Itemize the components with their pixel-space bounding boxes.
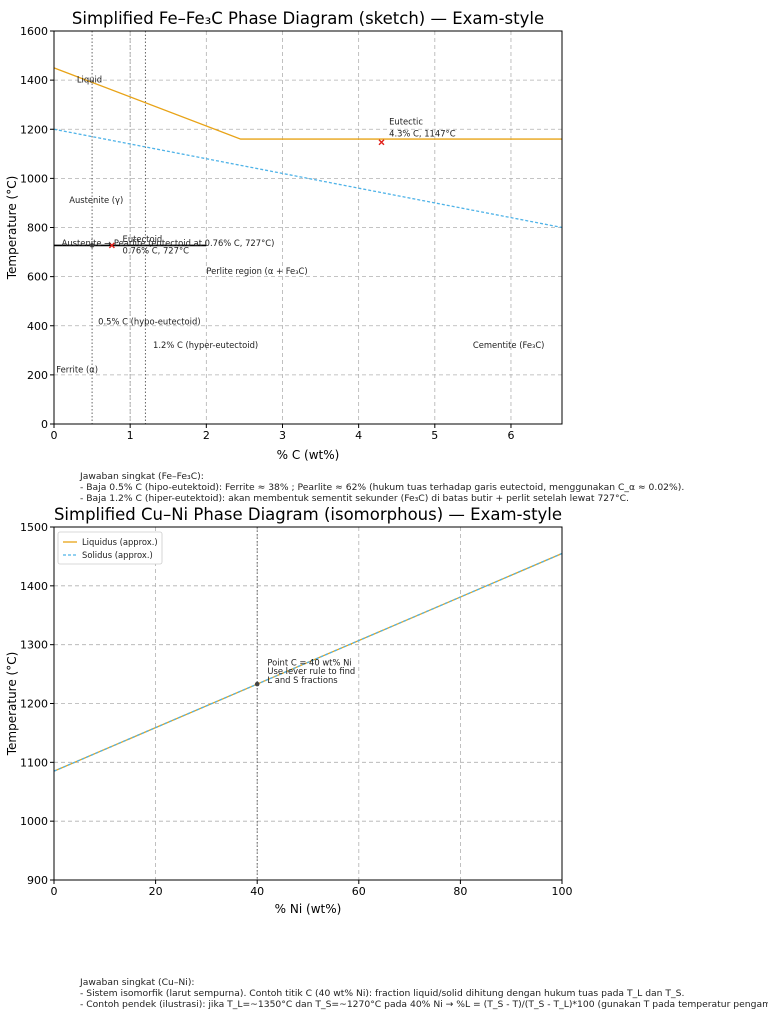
chart1-annotation: Eutectoid	[123, 234, 163, 244]
chart1-x-tick-label: 5	[431, 429, 438, 442]
chart1-annotation: Ferrite (α)	[56, 364, 98, 374]
chart1-series-liquidus	[53, 67, 562, 140]
chart1-annotation: Austenite → Pearlite (eutectoid at 0.76%…	[62, 238, 275, 248]
chart1-y-tick-label: 1200	[20, 123, 48, 136]
chart1-x-tick-label: 4	[355, 429, 362, 442]
chart2-y-tick-label: 1400	[20, 580, 48, 593]
chart2-y-axis-label: Temperature (°C)	[5, 652, 19, 757]
chart1-annotation: Perlite region (α + Fe₃C)	[206, 266, 307, 276]
chart2-y-tick-label: 1000	[20, 815, 48, 828]
chart2-y-tick-label: 1300	[20, 639, 48, 652]
chart1-y-tick-label: 200	[27, 369, 48, 382]
chart1-y-tick-label: 1400	[20, 74, 48, 87]
fe-answer-notes: Jawaban singkat (Fe–Fe₃C): - Baja 0.5% C…	[80, 471, 684, 504]
chart1-x-tick-label: 0	[51, 429, 58, 442]
chart2-legend-box	[57, 531, 163, 565]
chart2-x-tick-label: 80	[453, 885, 467, 898]
chart2-legend-label: Liquidus (approx.)	[82, 537, 158, 547]
cu-answer-notes: Jawaban singkat (Cu–Ni): - Sistem isomor…	[80, 977, 768, 1010]
chart1-x-axis-label: % C (wt%)	[277, 448, 340, 462]
chart1-annotation: Cementite (Fe₃C)	[473, 340, 545, 350]
chart2-y-tick-label: 1200	[20, 698, 48, 711]
chart2-x-tick-label: 40	[250, 885, 264, 898]
chart2-annotation: L and S fractions	[267, 675, 337, 685]
chart1-y-tick-label: 400	[27, 320, 48, 333]
fe-note-line: Jawaban singkat (Fe–Fe₃C):	[80, 471, 204, 482]
chart2-marker-point	[254, 681, 260, 687]
chart1-x-tick-label: 3	[279, 429, 286, 442]
chart1-x-tick-label: 2	[203, 429, 210, 442]
chart1-series-solidus	[53, 128, 563, 229]
chart2-x-tick-label: 0	[51, 885, 58, 898]
chart1-annotation: Austenite (γ)	[69, 195, 123, 205]
chart1-annotation: 0.5% C (hypo-eutectoid)	[98, 317, 200, 327]
chart2-annotation: Use lever rule to find	[267, 666, 355, 676]
chart1-marker-point	[108, 242, 115, 249]
chart2-x-tick-label: 20	[149, 885, 163, 898]
chart1-annotation: 4.3% C, 1147°C	[389, 129, 456, 139]
chart1-y-axis-label: Temperature (°C)	[5, 176, 19, 281]
fe-note-line: - Baja 1.2% C (hiper-eutektoid): akan me…	[80, 493, 629, 504]
cu-note-line: - Contoh pendek (ilustrasi): jika T_L=~1…	[80, 999, 768, 1010]
chart2-series-solidus-approx	[53, 552, 563, 772]
chart1-annotation: 0.76% C, 727°C	[123, 245, 190, 255]
chart2-x-tick-label: 100	[552, 885, 573, 898]
fe-note-line: - Baja 0.5% C (hipo-eutektoid): Ferrite …	[80, 482, 685, 493]
cu-note-line: - Sistem isomorfik (larut sempurna). Con…	[80, 988, 685, 999]
chart1-annotation: Liquid	[77, 75, 102, 85]
chart1-y-tick-label: 0	[41, 418, 48, 431]
chart2-title: Simplified Cu–Ni Phase Diagram (isomorph…	[54, 505, 562, 524]
chart1-marker-point	[89, 243, 95, 248]
chart1-y-tick-label: 1000	[20, 172, 48, 185]
chart1-y-tick-label: 600	[27, 271, 48, 284]
chart1-marker-point	[378, 139, 385, 146]
chart1-x-tick-label: 1	[127, 429, 134, 442]
chart2-y-tick-label: 1500	[20, 521, 48, 534]
chart2-annotation: Point C = 40 wt% Ni	[267, 657, 351, 667]
chart1-annotation: Eutectic	[389, 116, 423, 126]
chart2-y-tick-label: 900	[27, 874, 48, 887]
chart1-title: Simplified Fe–Fe₃C Phase Diagram (sketch…	[72, 9, 544, 28]
chart2-legend-label: Solidus (approx.)	[82, 550, 153, 560]
chart2-y-tick-label: 1100	[20, 756, 48, 769]
chart1-y-tick-label: 1600	[20, 25, 48, 38]
chart1-annotation: 1.2% C (hyper-eutectoid)	[153, 340, 258, 350]
chart1-y-tick-label: 800	[27, 222, 48, 235]
chart1-x-tick-label: 6	[507, 429, 514, 442]
cu-note-line: Jawaban singkat (Cu–Ni):	[80, 977, 195, 988]
chart2-x-tick-label: 60	[352, 885, 366, 898]
chart2-x-axis-label: % Ni (wt%)	[275, 902, 342, 916]
